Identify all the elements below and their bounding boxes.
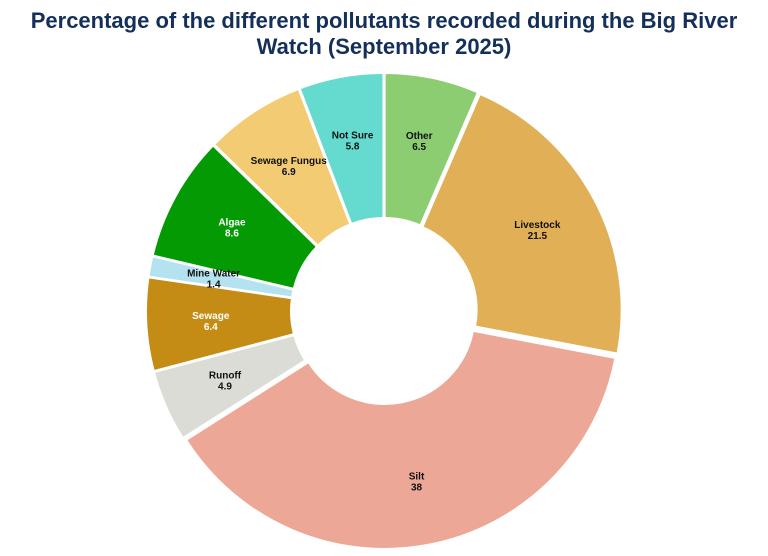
slice-livestock xyxy=(421,92,623,355)
slice-label-livestock: Livestock xyxy=(514,220,561,231)
slice-label-sewage-fungus: Sewage Fungus xyxy=(251,156,328,167)
slice-label-not-sure: Not Sure xyxy=(332,130,374,141)
slice-label-runoff: Runoff xyxy=(209,370,242,381)
slice-value-livestock: 21.5 xyxy=(528,231,548,242)
slice-silt xyxy=(184,329,617,550)
slice-label-sewage: Sewage xyxy=(192,311,230,322)
slice-value-silt: 38 xyxy=(411,482,423,493)
slice-label-silt: Silt xyxy=(409,471,425,482)
slice-algae xyxy=(151,144,319,291)
chart-title-line-1: Percentage of the different pollutants r… xyxy=(30,8,738,33)
slice-sewage-fungus xyxy=(212,87,352,248)
slice-runoff xyxy=(152,333,307,440)
slice-other xyxy=(383,72,480,227)
slice-value-mine-water: 1.4 xyxy=(207,279,221,290)
slice-not-sure xyxy=(298,72,385,226)
chart-title: Percentage of the different pollutants r… xyxy=(0,8,768,60)
slice-label-algae: Algae xyxy=(218,217,246,228)
chart-title-line-2: Watch (September 2025) xyxy=(256,34,512,59)
slice-value-algae: 8.6 xyxy=(225,228,239,239)
slice-value-sewage-fungus: 6.9 xyxy=(282,167,296,178)
donut-slices xyxy=(145,72,623,550)
slice-label-other: Other xyxy=(406,131,433,142)
slice-label-mine-water: Mine Water xyxy=(187,268,240,279)
slice-value-not-sure: 5.8 xyxy=(346,141,360,152)
slice-value-other: 6.5 xyxy=(412,142,426,153)
slice-value-runoff: 4.9 xyxy=(218,381,232,392)
slice-value-sewage: 6.4 xyxy=(204,322,218,333)
